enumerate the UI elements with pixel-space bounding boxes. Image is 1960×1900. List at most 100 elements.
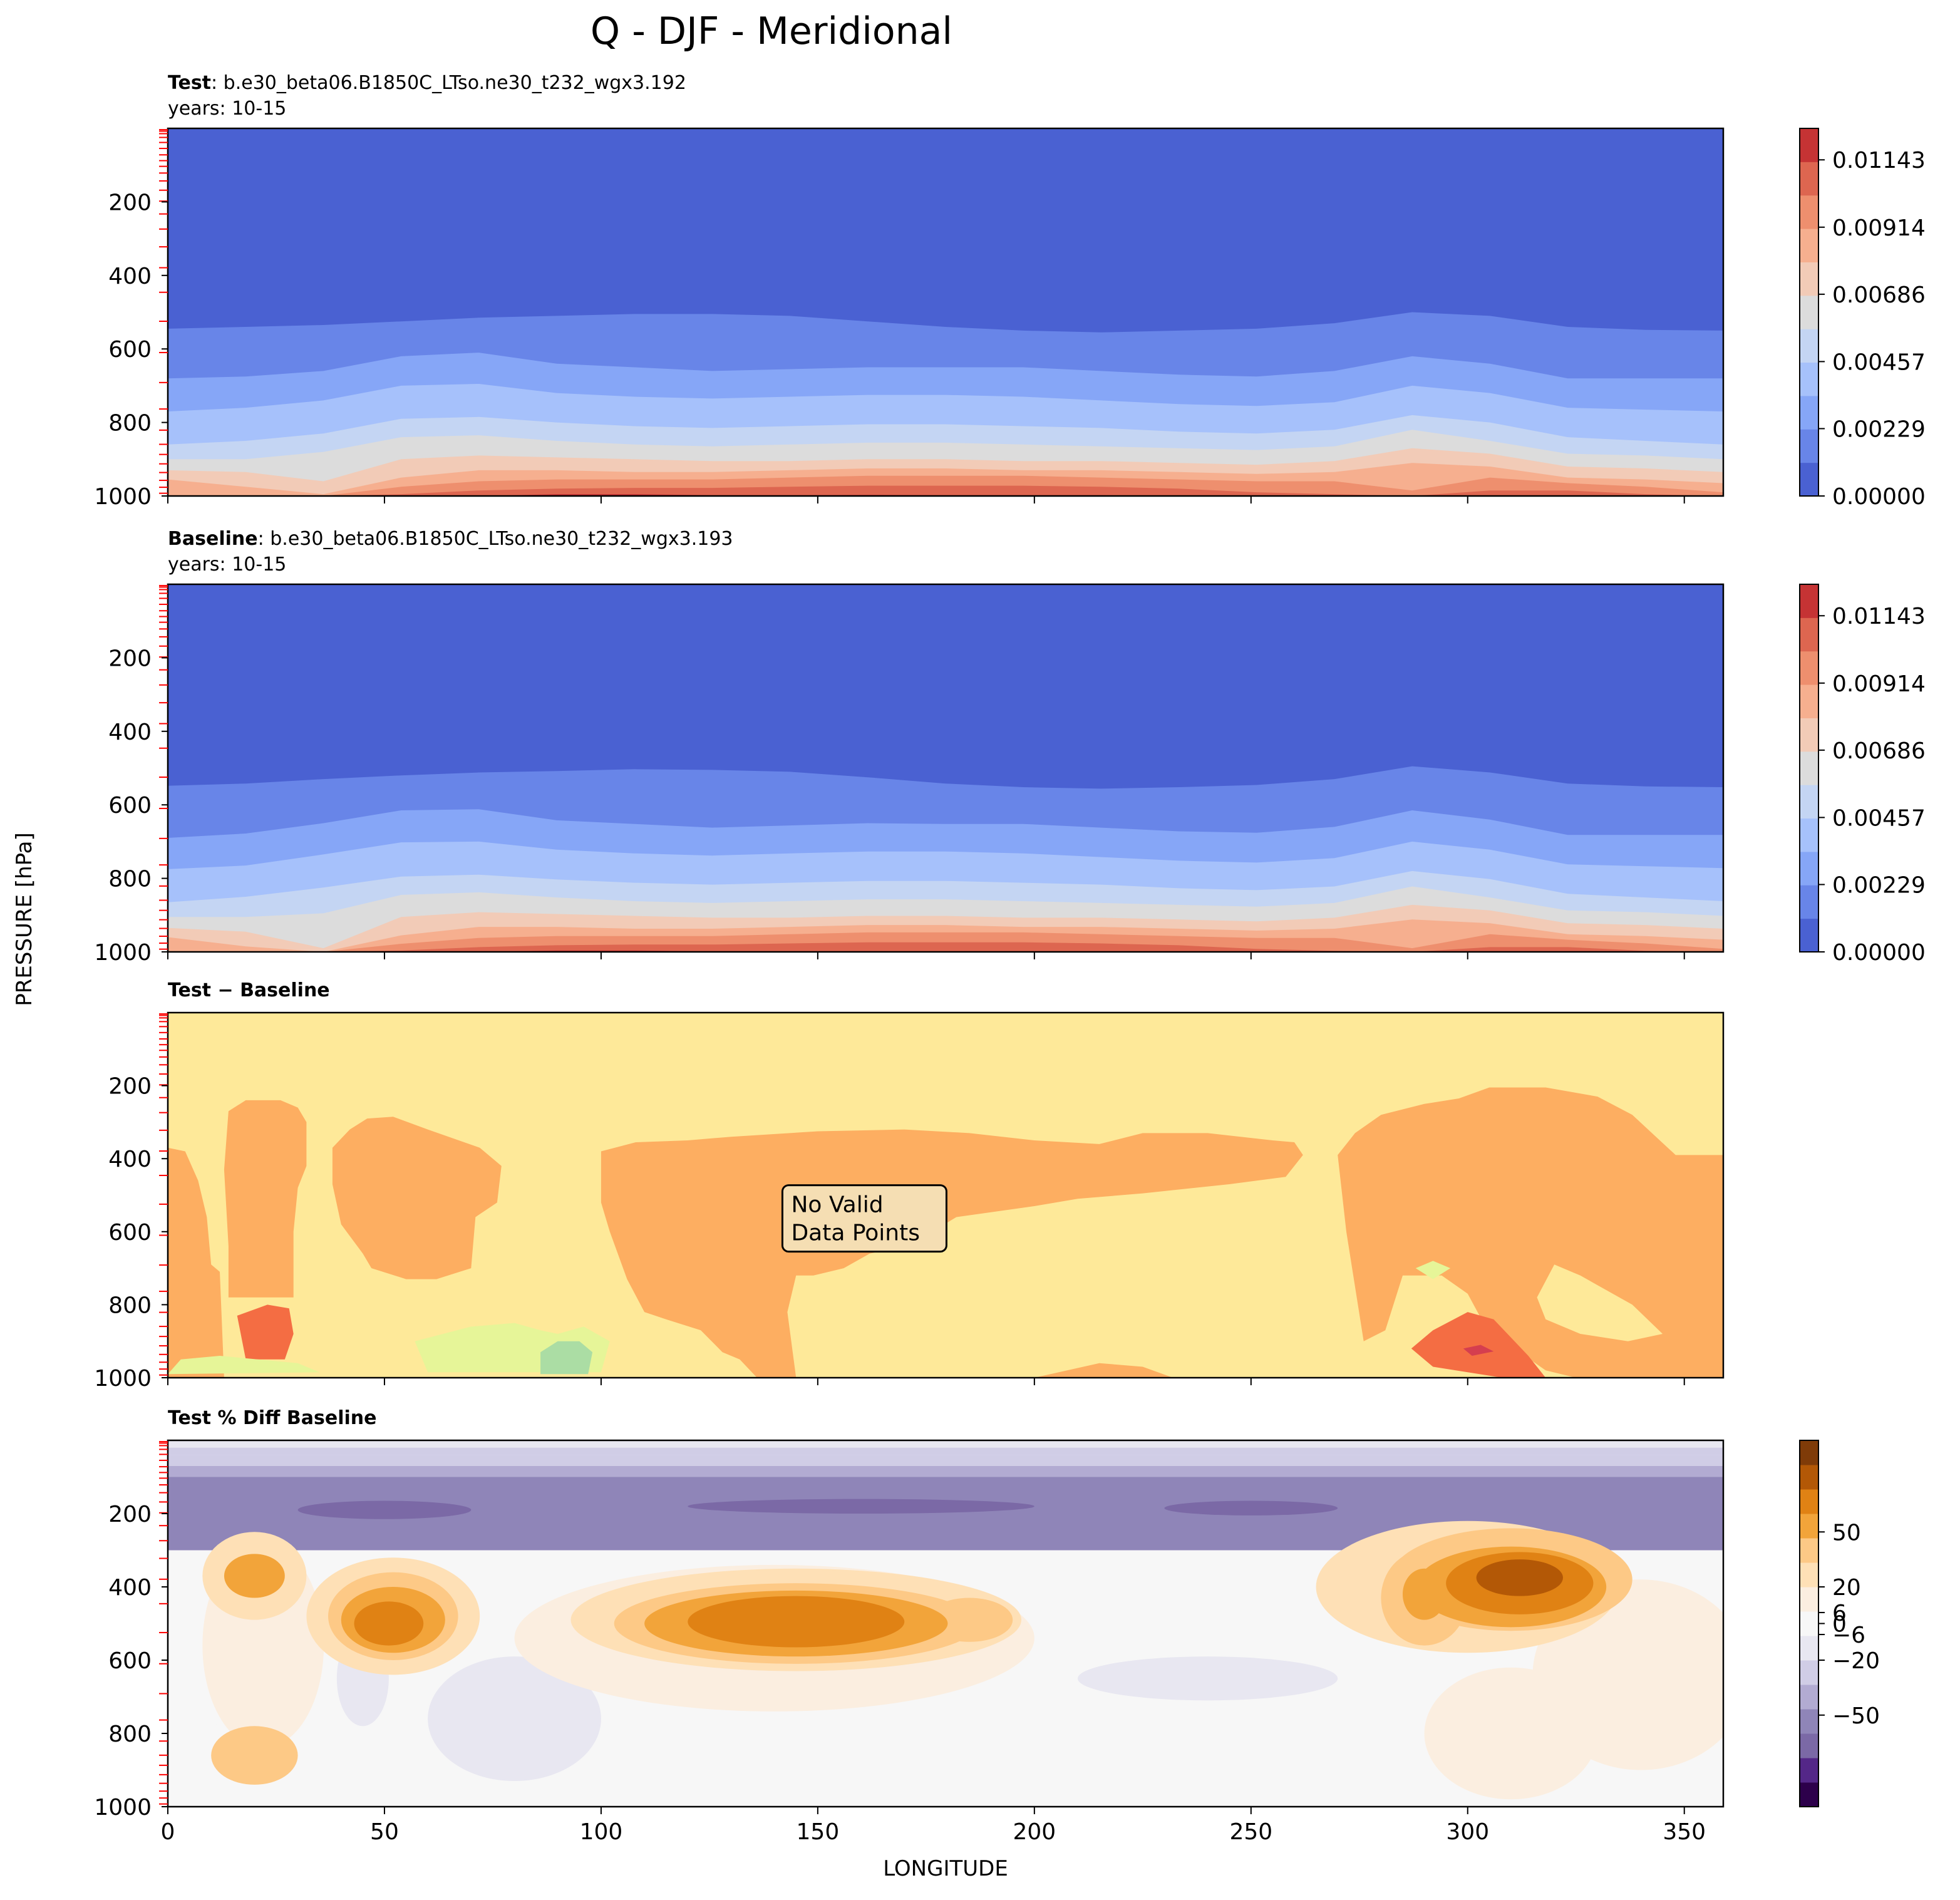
colorbar-swatch [1800, 1660, 1818, 1685]
colorbar-swatch [1800, 1733, 1818, 1758]
y-tick-label: 400 [108, 264, 152, 289]
colorbar-tick-label: 0.00229 [1832, 872, 1926, 898]
figure-title: Q - DJF - Meridional [591, 9, 952, 53]
colorbar-swatch [1800, 918, 1818, 953]
diff-region [224, 1100, 307, 1298]
colorbar-test: 0.00000 0.00229 0.00457 0.00686 0.00914 0.011… [1799, 128, 1926, 510]
diff-region [540, 1341, 593, 1375]
pct-region [1164, 1500, 1338, 1515]
pct-band [168, 1455, 1723, 1466]
colorbar-frame [1799, 128, 1819, 497]
annotation-line-2: Data Points [791, 1221, 920, 1246]
colorbar-tick-label: −20 [1832, 1648, 1880, 1674]
years-label: years: 10-15 [168, 98, 286, 120]
plot-frame [167, 127, 1725, 497]
colorbar-swatch [1800, 718, 1818, 752]
annotation-line-1: No Valid [791, 1192, 883, 1218]
diff-region [168, 1147, 224, 1378]
pct-region [428, 1656, 601, 1782]
y-tick-label: 400 [108, 1147, 152, 1172]
pct-band [168, 1440, 1723, 1448]
y-tick-label: 1000 [94, 484, 152, 510]
y-axis-label: PRESSURE [hPa] [12, 832, 37, 1006]
case-label: Test [168, 72, 211, 94]
axes-test: 200 400 600 800 1000 [94, 127, 1725, 510]
y-tick-label: 600 [108, 1648, 152, 1674]
pct-region [354, 1601, 424, 1646]
y-tick-label: 600 [108, 793, 152, 818]
plot-frame [167, 583, 1725, 953]
panel-title-baseline: Baseline: b.e30_beta06.B1850C_LTso.ne30_… [168, 528, 733, 550]
y-tick-label: 200 [108, 1074, 152, 1100]
contour-band-9 [168, 485, 1723, 496]
colorbar-swatch [1800, 1758, 1818, 1783]
y-tick-label: 200 [108, 190, 152, 215]
case-name: : b.e30_beta06.B1850C_LTso.ne30_t232_wgx… [258, 528, 733, 550]
y-tick-label: 1000 [94, 1795, 152, 1820]
panel-header-baseline: Baseline: b.e30_beta06.B1850C_LTso.ne30_… [168, 528, 733, 576]
y-tick-label: 800 [108, 1293, 152, 1318]
colorbar-tick-label: 0.00686 [1832, 738, 1926, 764]
pct-region [1078, 1656, 1338, 1701]
colorbar-swatch [1800, 1465, 1818, 1490]
colorbar-swatch [1800, 1440, 1818, 1465]
colorbar-swatch [1800, 1782, 1818, 1807]
diff-region [237, 1304, 294, 1360]
y-tick-label: 1000 [94, 940, 152, 966]
panel-title-part: − [211, 979, 240, 1001]
diff-region [1463, 1345, 1494, 1356]
colorbar-swatch [1800, 1538, 1818, 1563]
annotation-box [781, 1184, 947, 1253]
colorbar-swatch [1800, 1514, 1818, 1539]
x-tick-label: 0 [161, 1819, 175, 1845]
colorbar-tick-label: 0.01143 [1832, 148, 1926, 173]
x-tick-label: 50 [370, 1819, 399, 1845]
colorbar-tick-label: 20 [1832, 1575, 1861, 1601]
axes-baseline: 200 400 600 800 1000 [94, 583, 1725, 966]
diff-region [1537, 1264, 1663, 1341]
colorbar-swatch [1800, 1562, 1818, 1588]
panel-header-pctdiff: Test % Diff Baseline [168, 1407, 377, 1429]
colorbar-swatch [1800, 584, 1818, 618]
pct-band [168, 1447, 1723, 1455]
axes-pctdiff: 200 400 600 800 1000 0 50 100 150 200 250 300 350 [94, 1439, 1725, 1845]
panel-title-part: Test [168, 979, 211, 1001]
colorbar-swatch [1800, 429, 1818, 463]
y-tick-label: 400 [108, 1575, 152, 1601]
colorbar-swatch [1800, 1685, 1818, 1710]
colorbar-tick-label: 0.00000 [1832, 940, 1926, 966]
plot-frame [167, 1011, 1725, 1379]
y-tick-label: 600 [108, 1220, 152, 1246]
y-tick-label: 400 [108, 720, 152, 745]
panel-header-test: Test: b.e30_beta06.B1850C_LTso.ne30_t232… [168, 72, 686, 120]
x-tick-label: 300 [1446, 1819, 1489, 1845]
panel-title-diff: Test − Baseline [168, 979, 330, 1001]
x-axis-label: LONGITUDE [883, 1856, 1008, 1881]
contour-fills-test [168, 128, 1723, 496]
diff-region [1034, 1363, 1173, 1378]
colorbar-swatch [1800, 851, 1818, 885]
colorbar-swatch [1800, 162, 1818, 196]
pct-region [688, 1499, 1034, 1514]
colorbar-tick-label: 0 [1832, 1612, 1847, 1638]
colorbar-swatch [1800, 195, 1818, 229]
colorbar-swatch [1800, 1709, 1818, 1734]
colorbar-swatch [1800, 818, 1818, 852]
x-tick-label: 250 [1229, 1819, 1272, 1845]
colorbar-swatch [1800, 362, 1818, 396]
case-name: : b.e30_beta06.B1850C_LTso.ne30_t232_wgx… [211, 72, 686, 94]
colorbar-swatch [1800, 1489, 1818, 1514]
colorbar-tick-label: 0.00229 [1832, 416, 1926, 442]
years-label: years: 10-15 [168, 554, 286, 576]
colorbar-frame [1799, 584, 1819, 953]
x-tick-label: 200 [1013, 1819, 1056, 1845]
pct-region [211, 1726, 298, 1785]
colorbar-tick-label: −50 [1832, 1703, 1880, 1729]
pct-region [1476, 1559, 1563, 1596]
colorbar-tick-label: 0.00686 [1832, 282, 1926, 308]
diff-region [601, 1129, 1303, 1378]
colorbar-swatch [1800, 462, 1818, 497]
no-valid-data-annotation: No Valid Data Points [781, 1184, 947, 1253]
pct-region [1402, 1568, 1447, 1620]
